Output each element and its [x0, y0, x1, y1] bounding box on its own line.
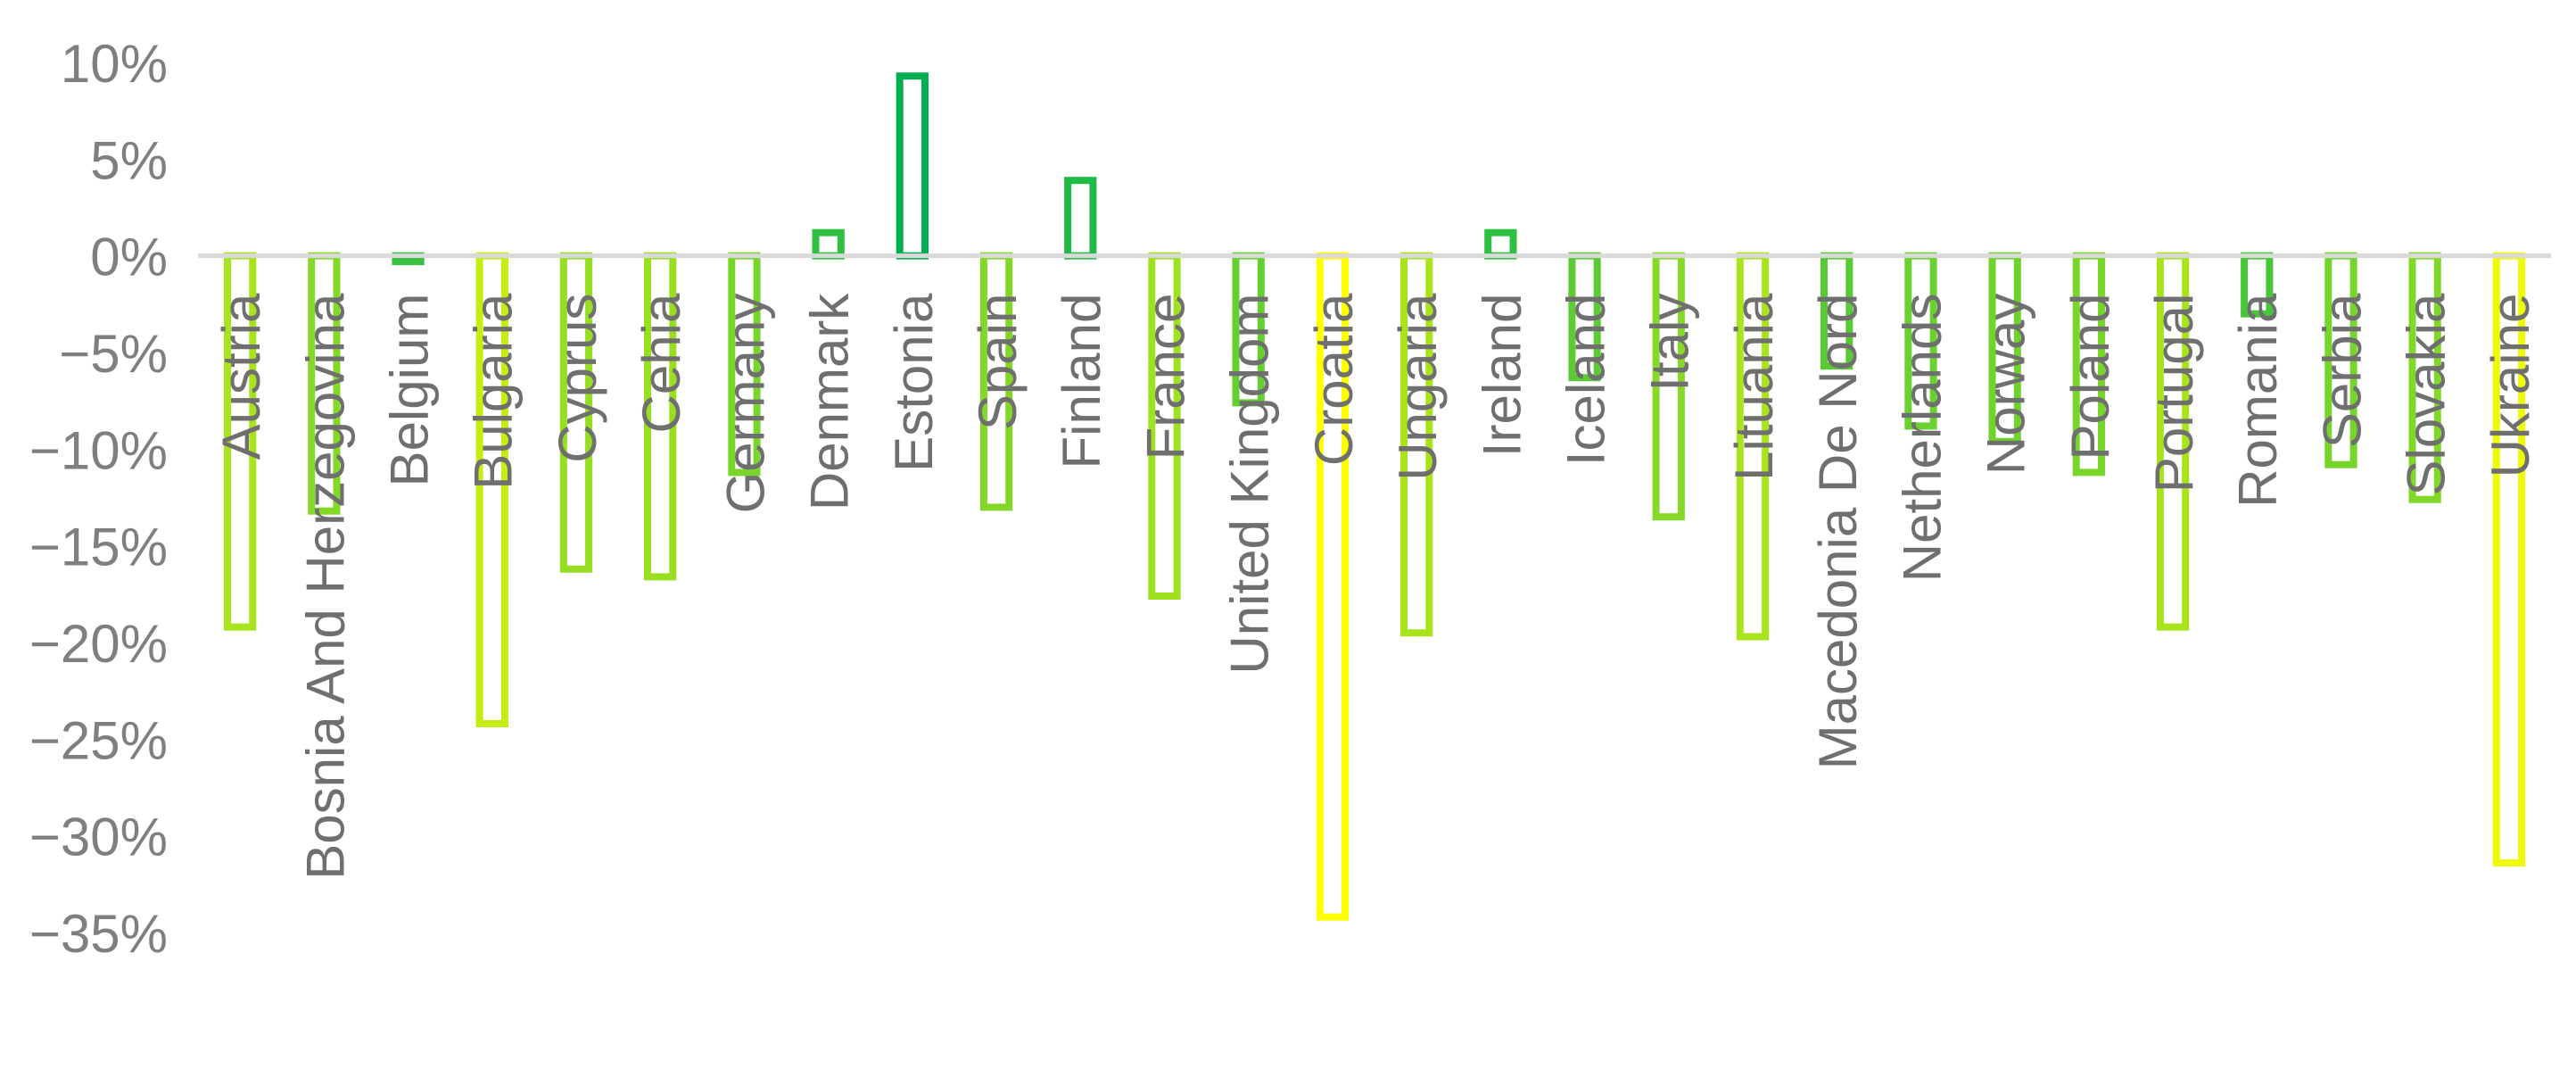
x-tick-label: Macedonia De Nord — [1808, 294, 1868, 770]
y-tick-label: −15% — [29, 518, 168, 577]
x-tick-label: Norway — [1977, 294, 2036, 475]
x-tick-label: Germany — [715, 294, 775, 514]
x-tick-label: Bulgaria — [464, 293, 524, 490]
x-tick-label: Poland — [2060, 294, 2120, 460]
x-tick-label: Romania — [2228, 293, 2288, 508]
bar-iceland — [1568, 252, 1601, 382]
x-tick-label: Spain — [968, 294, 1028, 430]
x-tick-label: France — [1135, 294, 1195, 460]
x-tick-label: Ukraine — [2481, 294, 2540, 478]
x-tick-label: Ungaria — [1388, 293, 1448, 481]
y-tick-label: 10% — [61, 34, 168, 94]
bar-bulgaria — [475, 252, 508, 727]
x-tick-label: Belgium — [380, 294, 440, 487]
bar-romania — [2241, 252, 2274, 318]
bar-bosnia-and-herzegovina — [308, 252, 341, 515]
x-tick-label: United Kingdom — [1220, 294, 1280, 675]
bar-denmark — [812, 228, 845, 260]
bar-estonia — [896, 72, 929, 260]
y-tick-label: 0% — [90, 228, 168, 287]
x-tick-label: Denmark — [800, 293, 860, 510]
x-tick-label: Ireland — [1472, 294, 1532, 457]
bar-finland — [1064, 177, 1097, 260]
y-axis-ticks: 10% 5% 0% −5% −10% −15% −20% −25% −30% −35% — [29, 34, 168, 964]
x-axis-ticks: Austria Bosnia And Herzegovina Belgium Bulg… — [211, 293, 2540, 880]
y-tick-label: −35% — [29, 904, 168, 964]
x-tick-label: Austria — [211, 293, 271, 460]
x-tick-label: Bosnia And Herzegovina — [295, 293, 355, 880]
x-tick-label: Cehia — [632, 293, 691, 433]
bar-ukraine — [2492, 252, 2526, 866]
x-tick-label: Finland — [1052, 294, 1111, 469]
x-tick-label: Slovakia — [2397, 293, 2456, 495]
bars-group — [224, 72, 2526, 921]
bar-ireland — [1484, 228, 1517, 260]
x-tick-label: Croatia — [1304, 293, 1364, 466]
y-tick-label: −30% — [29, 808, 168, 867]
y-tick-label: −25% — [29, 710, 168, 770]
y-tick-label: −5% — [59, 324, 168, 384]
y-tick-label: −20% — [29, 614, 168, 674]
x-tick-label: Lituania — [1724, 293, 1784, 481]
x-tick-label: Iceland — [1556, 294, 1616, 466]
y-tick-label: 5% — [90, 130, 168, 190]
x-tick-label: Serbia — [2312, 293, 2372, 448]
x-tick-label: Italy — [1640, 294, 1700, 392]
x-tick-label: Portugal — [2144, 294, 2204, 493]
bar-norway — [1988, 252, 2021, 445]
bar-cyprus — [559, 252, 593, 573]
bar-ungaria — [1400, 252, 1433, 637]
x-tick-label: Cyprus — [548, 294, 607, 463]
y-tick-label: −10% — [29, 420, 168, 480]
bar-spain — [979, 252, 1013, 511]
x-tick-label: Netherlands — [1892, 294, 1952, 583]
x-tick-label: Estonia — [884, 293, 944, 472]
bar-france — [1148, 252, 1181, 600]
bar-netherlands — [1904, 252, 1937, 430]
bar-slovakia — [2408, 252, 2441, 503]
